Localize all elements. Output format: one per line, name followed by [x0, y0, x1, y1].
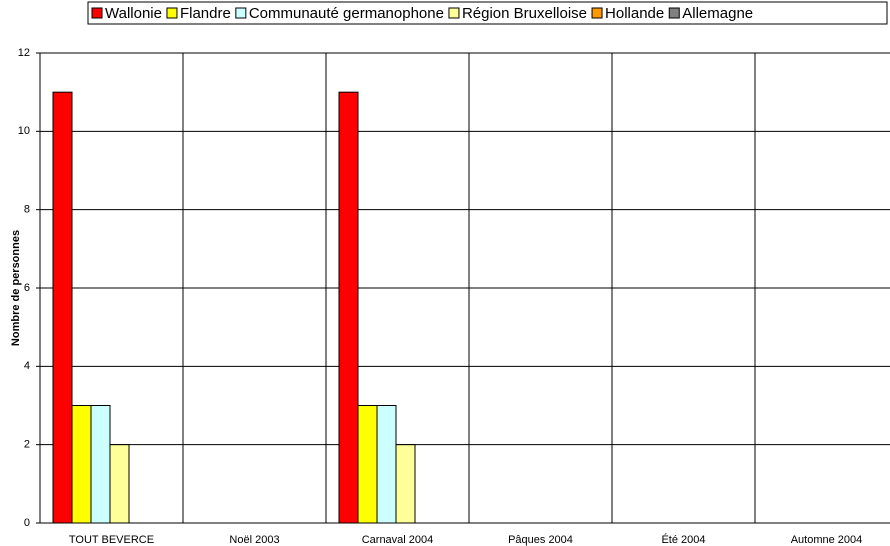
- y-axis-label: Nombre de personnes: [10, 230, 22, 346]
- y-tick-label: 10: [18, 125, 30, 137]
- x-tick-label: Été 2004: [661, 533, 705, 546]
- bar: [90, 405, 111, 524]
- bar: [395, 444, 416, 524]
- legend-swatch: [91, 7, 103, 19]
- y-tick-label: 0: [24, 517, 30, 529]
- legend-label: Région Bruxelloise: [462, 5, 587, 22]
- legend-label: Hollande: [605, 5, 664, 22]
- bar: [376, 405, 397, 524]
- y-tick-label: 8: [24, 204, 30, 216]
- x-tick-label: Carnaval 2004: [362, 534, 434, 546]
- legend-swatch: [166, 7, 178, 19]
- legend-label: Communauté germanophone: [249, 5, 444, 22]
- legend-box: [87, 1, 888, 25]
- legend-swatch: [448, 7, 460, 19]
- x-tick-label: TOUT BEVERCE: [69, 534, 154, 546]
- legend-label: Allemagne: [682, 5, 753, 22]
- x-tick-label: Automne 2004: [791, 534, 863, 546]
- bar: [52, 91, 73, 524]
- y-tick-label: 6: [24, 282, 30, 294]
- legend-swatch: [591, 7, 603, 19]
- x-tick-label: Noël 2003: [229, 534, 279, 546]
- y-tick-label: 2: [24, 439, 30, 451]
- legend-swatch: [235, 7, 247, 19]
- y-tick-label: 4: [24, 360, 30, 372]
- legend-swatch: [668, 7, 680, 19]
- legend-label: Flandre: [180, 5, 231, 22]
- y-tick-label: 12: [18, 47, 30, 59]
- bar: [357, 405, 378, 524]
- bar: [71, 405, 92, 524]
- x-tick-label: Pâques 2004: [508, 534, 573, 546]
- bar: [338, 91, 359, 524]
- bar: [109, 444, 130, 524]
- legend-label: Wallonie: [105, 5, 162, 22]
